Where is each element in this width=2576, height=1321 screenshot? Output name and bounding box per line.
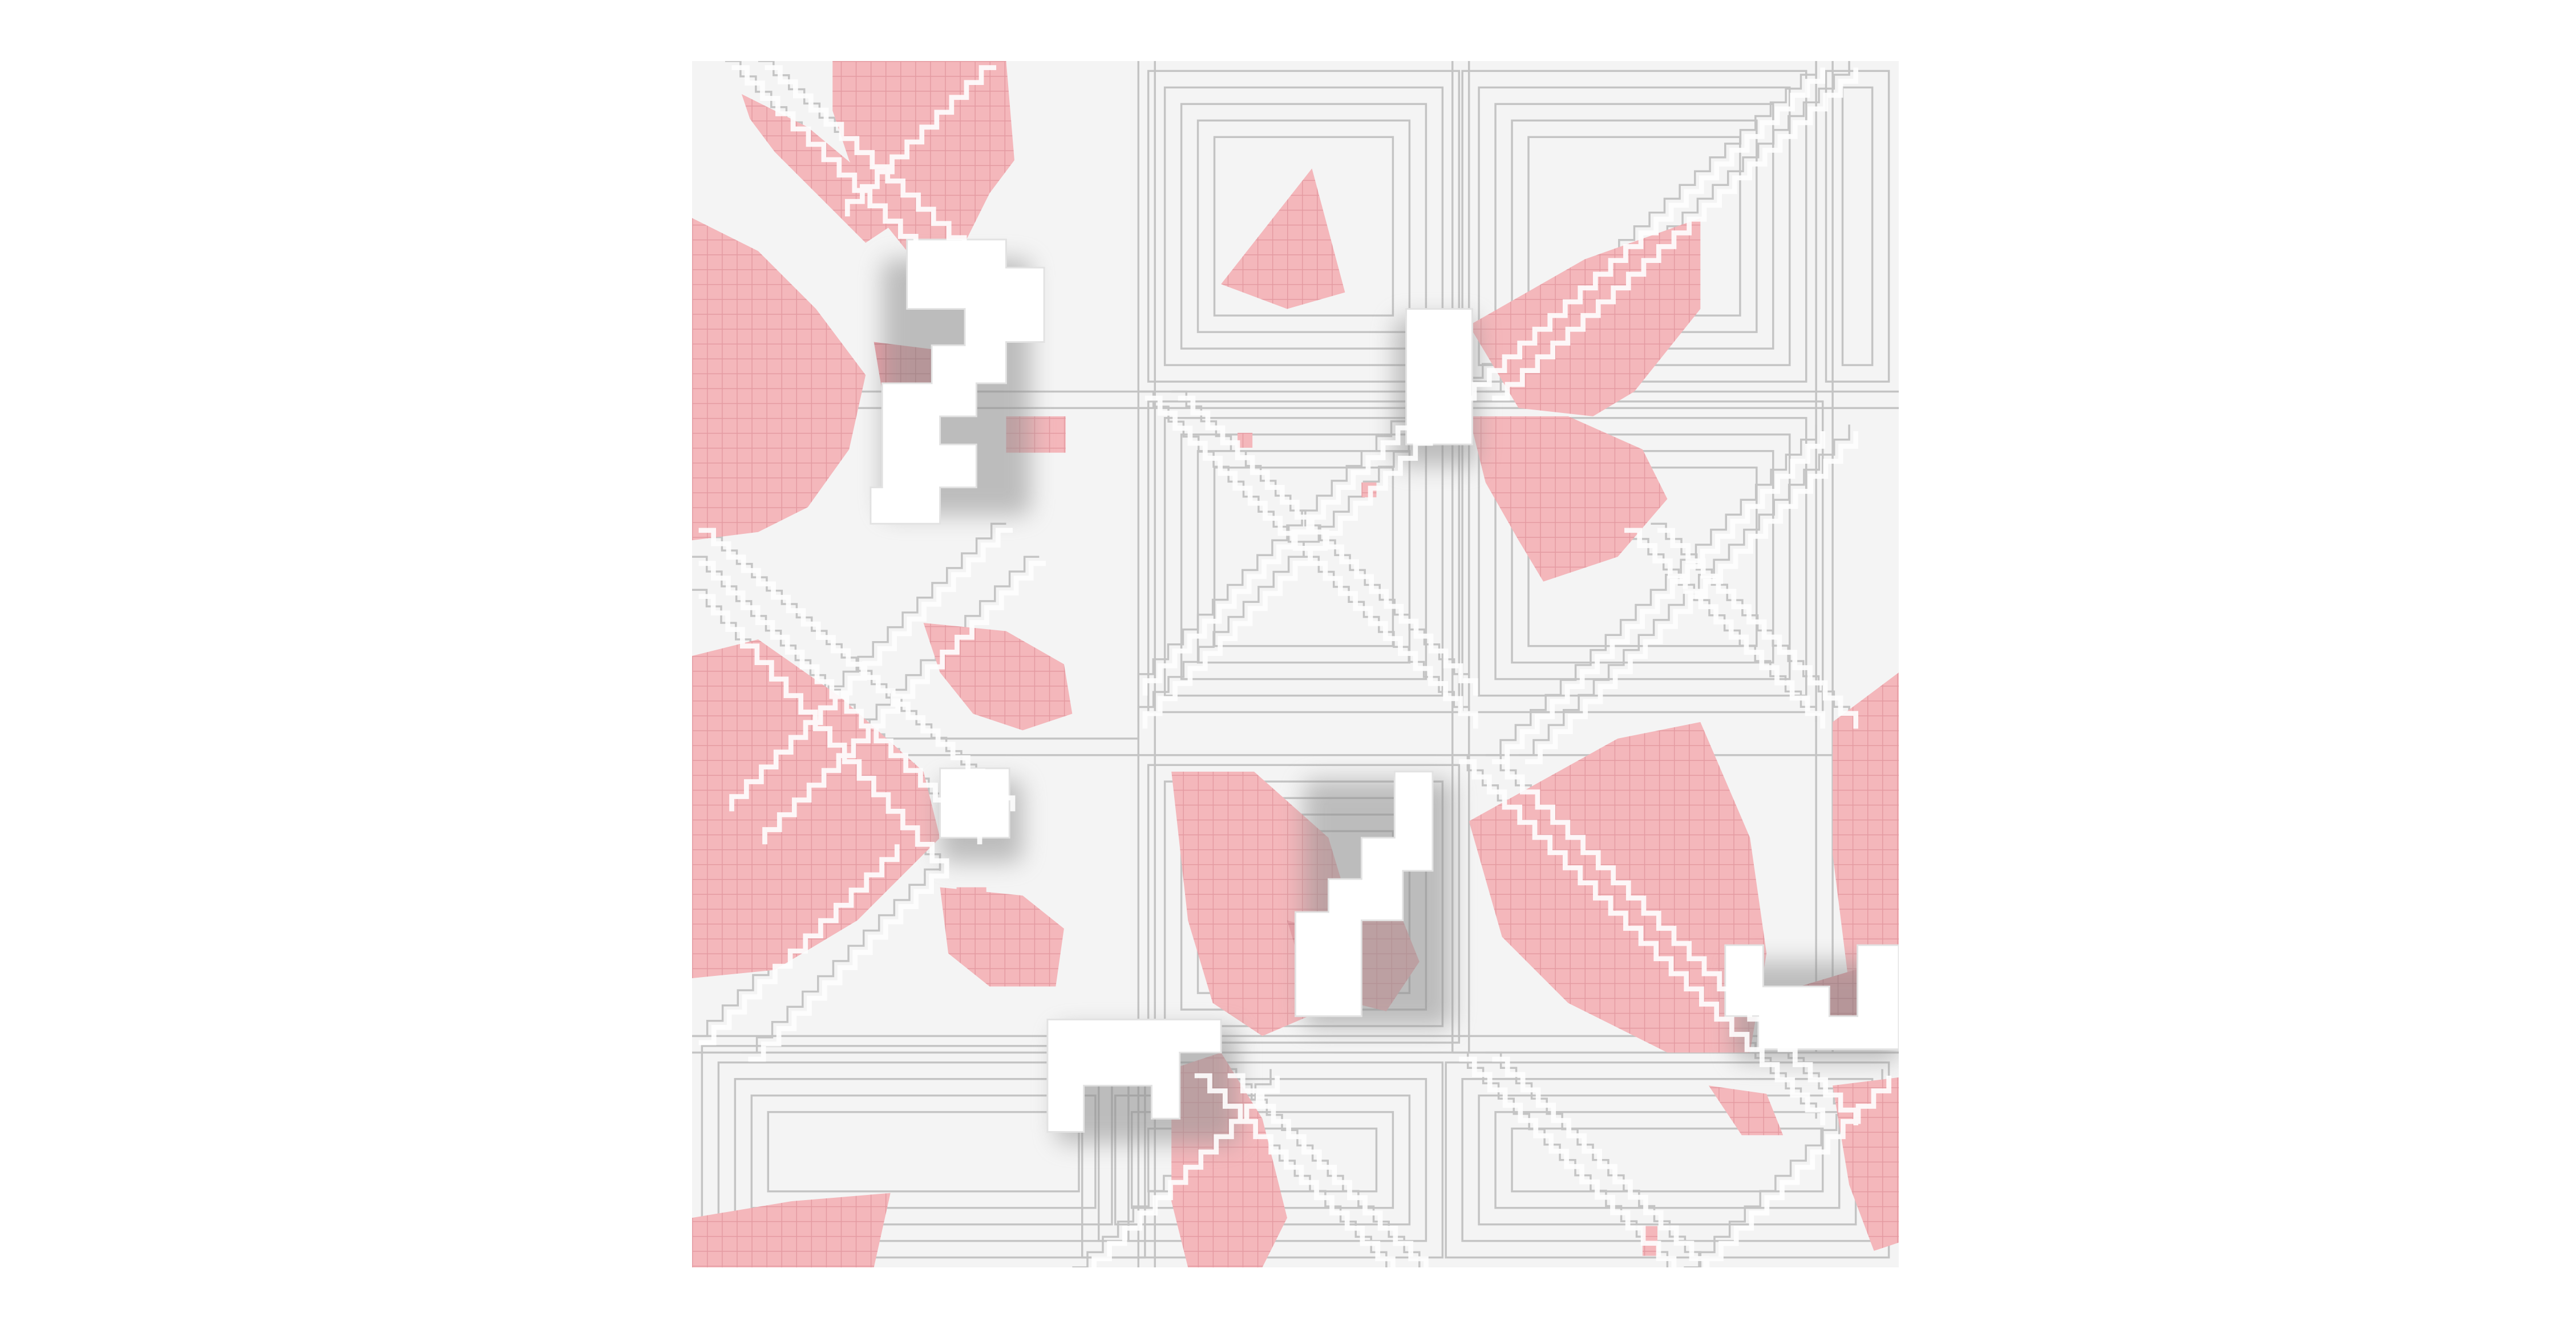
ridge-stair [1703,1075,1891,1267]
ridge-stair [731,65,949,283]
pink-region [832,61,1014,276]
terrace-ring [1147,70,1461,383]
pink-region [692,639,940,978]
ridge-stair [1194,1073,1396,1267]
terrace-ring [767,1111,1080,1193]
ridge-stair [1624,528,1826,729]
terrace-ring [1494,433,1791,680]
voxel-render-image [692,61,1899,1267]
terrace-ring [734,1077,1113,1226]
ridge-stair [729,528,1013,812]
ridge-stair [1459,67,1826,401]
ridge-stair [1459,1056,1677,1267]
terrace-ring [1478,417,1807,697]
pink-region [692,218,866,541]
terrace-stair [1137,390,1436,689]
ridge-stair [1227,1073,1429,1267]
terrace-ring [750,1094,1097,1209]
pink-region [741,94,891,243]
terrace-stair [1485,424,1817,756]
terrace-ring [1180,103,1427,350]
ridge-stair [844,65,997,217]
ridge-stair [1657,528,1859,729]
terrace-ring [1163,417,1444,697]
terrace-stair [741,854,941,1054]
pink-region [1221,168,1345,309]
pink-block [956,887,986,947]
terrace-ring [1147,400,1461,714]
white-ridges [698,65,1891,1267]
obstacle-block [1295,771,1434,1018]
ridge-stair [698,844,900,1046]
terrace-ring [1213,466,1394,647]
obstacle-block [1405,308,1473,445]
terrace-ring [1196,450,1411,664]
terrace-ring [1511,1127,1824,1193]
terrace-ring [1841,86,1874,366]
pink-region [923,623,1073,731]
white-obstacles [870,238,1899,1133]
terrace-ring [1196,119,1411,333]
ridge-stair [1492,431,1826,764]
pink-region [692,1193,891,1267]
ridge-stair [698,561,982,845]
terrace-ring [1180,433,1427,680]
ridge-stair [1492,1056,1710,1267]
obstacle-block [1724,944,1899,1051]
obstacle-block [1046,1018,1222,1133]
terrace-ring [1213,136,1394,317]
pink-region [1708,1085,1784,1136]
terrace-ring [1147,764,1461,1044]
ridge-stair [698,594,949,878]
voxel-render-canvas [692,61,1899,1267]
ridge-stair [1525,431,1859,764]
ridge-stair [1091,1075,1280,1267]
terrace-ring [717,1061,1130,1242]
ridge-stair [1459,759,1826,1125]
ridge-stair [748,861,949,1062]
ridge-stair [765,65,982,266]
terrace-ring [1461,400,1824,714]
terrace-stair [692,522,1008,805]
terrace-ring [701,1045,1146,1259]
terrace-ring [1163,86,1444,366]
ridge-stair [762,561,1046,845]
ridge-stair [1142,395,1443,696]
ridge-stair [1492,67,1859,401]
terrace-ring [1494,1111,1841,1209]
pink-block [1238,432,1253,448]
obstacle-block [870,238,1045,525]
ridge-stair [1142,395,1476,729]
ridge-stair [1492,759,1859,1125]
pink-region [1469,416,1668,582]
